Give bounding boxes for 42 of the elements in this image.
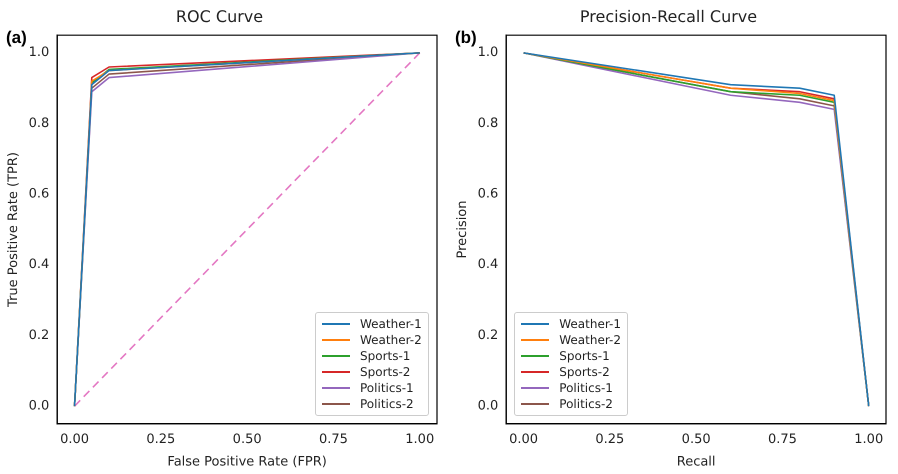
x-tick-label: 0.75	[768, 432, 797, 447]
x-tick-label: 0.25	[595, 432, 624, 447]
y-tick-label: 0.6	[478, 186, 498, 202]
y-tick-label: 1.0	[28, 45, 50, 60]
y-axis-title: True Positive Rate (TPR)	[6, 152, 22, 308]
x-tick-label: 0.50	[232, 432, 262, 447]
y-tick-label: 0.4	[28, 257, 50, 272]
legend-label: Sports-1	[559, 348, 610, 363]
x-tick-label: 0.00	[60, 432, 90, 447]
y-axis-title: Precision	[455, 200, 470, 259]
legend-label: Weather-1	[360, 316, 422, 331]
y-tick-label: 0.2	[478, 328, 498, 343]
chart-title: Precision-Recall Curve	[580, 6, 758, 26]
legend-label: Sports-2	[559, 364, 610, 379]
legend-label: Politics-2	[559, 396, 613, 411]
y-tick-label: 0.0	[28, 398, 50, 414]
legend-label: Sports-2	[360, 364, 410, 379]
x-tick-label: 0.50	[682, 432, 711, 447]
x-tick-label: 1.00	[405, 432, 434, 447]
legend-label: Politics-2	[360, 396, 414, 411]
text: (a)	[6, 28, 27, 48]
x-axis-title: Recall	[676, 454, 716, 470]
x-tick-label: 0.00	[509, 432, 538, 447]
x-tick-label: 0.25	[146, 432, 176, 447]
chart-title: ROC Curve	[176, 6, 264, 26]
y-tick-label: 0.8	[478, 116, 498, 131]
x-tick-label: 0.75	[318, 432, 348, 447]
y-tick-label: 1.0	[478, 45, 498, 60]
y-tick-label: 0.0	[478, 398, 498, 414]
x-axis-title: False Positive Rate (FPR)	[167, 454, 327, 470]
legend-label: Politics-1	[559, 380, 613, 395]
legend-label: Sports-1	[360, 348, 410, 363]
legend-label: Weather-1	[559, 316, 621, 331]
legend-label: Weather-2	[360, 332, 422, 347]
y-tick-label: 0.6	[28, 186, 50, 202]
text: (b)	[455, 28, 477, 48]
x-tick-label: 1.00	[854, 432, 884, 447]
y-tick-label: 0.8	[28, 116, 50, 131]
legend-label: Politics-1	[360, 380, 414, 395]
y-tick-label: 0.2	[28, 328, 50, 343]
legend-label: Weather-2	[559, 332, 621, 347]
y-tick-label: 0.4	[478, 257, 498, 272]
